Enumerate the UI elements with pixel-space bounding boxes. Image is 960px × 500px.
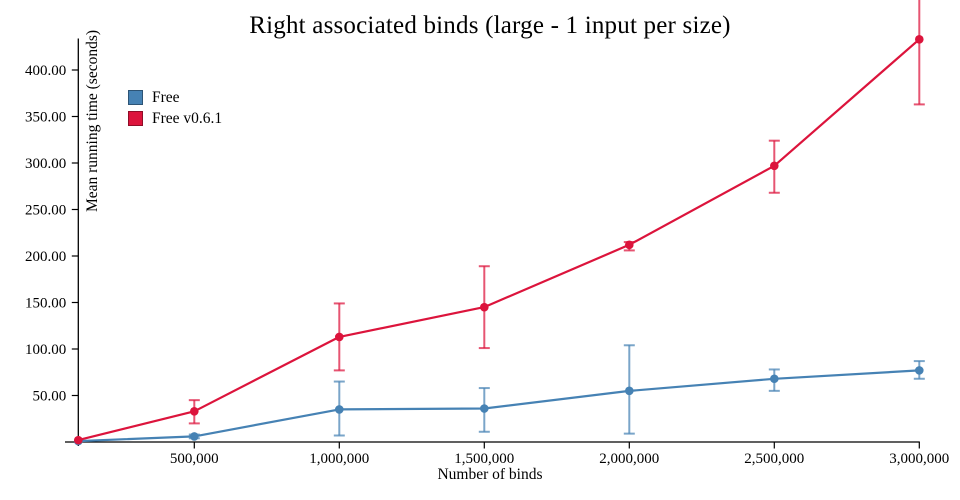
x-tick-label: 2,000,000 xyxy=(599,451,659,467)
data-point-0 xyxy=(480,404,489,413)
data-point-0 xyxy=(335,405,344,414)
y-tick-label: 150.00 xyxy=(25,296,66,312)
y-tick-label: 400.00 xyxy=(25,63,66,79)
data-point-0 xyxy=(190,432,199,441)
y-tick-label: 300.00 xyxy=(25,156,66,172)
y-tick-label: 100.00 xyxy=(25,342,66,358)
x-tick-label: 1,500,000 xyxy=(454,451,514,467)
data-point-1 xyxy=(915,35,924,44)
legend-label-free-v061: Free v0.6.1 xyxy=(152,110,223,127)
data-point-1 xyxy=(190,407,199,416)
x-tick-label: 3,000,000 xyxy=(889,451,949,467)
legend-swatch-free-v061 xyxy=(128,111,143,126)
y-tick-label: 250.00 xyxy=(25,203,66,219)
y-tick-label: 200.00 xyxy=(25,249,66,265)
data-point-1 xyxy=(770,161,779,171)
series-line-1 xyxy=(77,38,921,442)
x-tick-label: 2,500,000 xyxy=(744,451,804,467)
data-point-1 xyxy=(625,240,634,250)
data-point-0 xyxy=(915,366,924,375)
legend-swatch-free xyxy=(128,90,143,105)
data-point-0 xyxy=(770,374,779,384)
legend: Free Free v0.6.1 xyxy=(128,87,222,129)
y-tick-label: 350.00 xyxy=(25,110,66,126)
legend-item-free-v061: Free v0.6.1 xyxy=(128,108,222,129)
data-point-1 xyxy=(335,332,344,342)
legend-label-free: Free xyxy=(152,89,180,106)
data-point-1 xyxy=(74,435,83,445)
x-axis-title: Number of binds xyxy=(437,466,543,483)
chart-title: Right associated binds (large - 1 input … xyxy=(249,12,731,39)
x-tick-label: 500,000 xyxy=(170,451,219,467)
legend-item-free: Free xyxy=(128,87,222,108)
data-point-1 xyxy=(480,302,489,312)
x-tick-label: 1,000,000 xyxy=(309,451,369,467)
y-tick-label: 50.00 xyxy=(33,389,67,405)
data-point-0 xyxy=(625,386,634,396)
